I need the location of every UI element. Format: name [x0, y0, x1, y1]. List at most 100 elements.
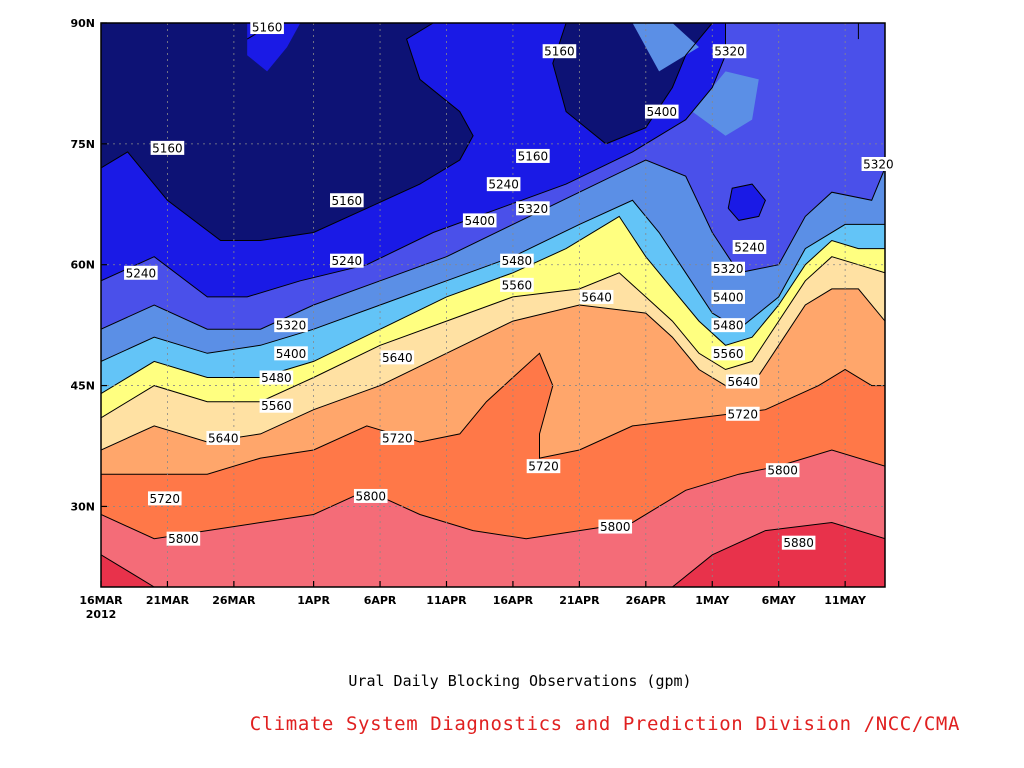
contour-label-text: 5240 — [126, 266, 157, 280]
contour-label-box — [732, 239, 767, 254]
contour-label-box — [330, 253, 364, 268]
contour-fill-layer — [101, 23, 885, 587]
band-5320-5400-north — [632, 23, 699, 72]
contour-label-text: 5240 — [488, 178, 519, 192]
contour-label: 5320 — [712, 44, 747, 59]
x-tick-label: 11APR — [426, 594, 467, 607]
contour-line-5880 — [101, 554, 155, 587]
contour-label-box — [259, 370, 294, 385]
contour-label: 5240 — [330, 253, 364, 268]
contour-label-box — [147, 491, 182, 506]
contour-label: 5400 — [644, 104, 679, 119]
contour-label-text: 5800 — [355, 489, 386, 503]
x-tick-label: 16APR — [493, 594, 534, 607]
contour-label-text: 5320 — [714, 45, 745, 59]
contour-label: 5640 — [579, 289, 614, 304]
contour-label-box — [542, 44, 577, 59]
contour-label-box — [274, 318, 308, 333]
contour-line-5640 — [101, 288, 885, 451]
band-5800-5880 — [101, 450, 885, 587]
contour-label: 5160 — [542, 44, 577, 59]
contour-label-text: 5160 — [152, 141, 183, 155]
contour-label-text: 5400 — [646, 105, 677, 119]
contour-label: 5720 — [380, 430, 415, 445]
contour-line-5720 — [101, 352, 885, 475]
contour-label-box — [781, 535, 816, 550]
contour-label-text: 5720 — [728, 407, 759, 421]
contour-line-5160 — [101, 23, 474, 241]
contour-line-5240 — [727, 183, 766, 221]
contour-label-box — [500, 253, 534, 268]
contour-line-5880 — [672, 521, 885, 587]
contour-label-box — [380, 430, 415, 445]
contour-label-text: 5320 — [276, 319, 307, 333]
x-tick-label: 21APR — [559, 594, 600, 607]
contour-label-box — [712, 44, 747, 59]
contour-line-5560 — [101, 256, 885, 419]
contour-label-text: 5480 — [713, 319, 744, 333]
contour-label: 5400 — [711, 289, 745, 304]
contour-label: 5480 — [711, 318, 745, 333]
x-tick-label: 11MAY — [824, 594, 867, 607]
contour-label-text: 5720 — [150, 492, 181, 506]
band-5160-5240-north — [247, 23, 301, 72]
contour-label-box — [726, 406, 760, 421]
contour-label-text: 5560 — [502, 278, 533, 292]
contour-label-box — [516, 148, 550, 163]
contour-label-text: 5240 — [332, 254, 363, 268]
band-5320-5400-pocket — [692, 71, 759, 136]
contour-label: 5240 — [732, 239, 767, 254]
contour-label: 5800 — [598, 519, 633, 534]
contour-label-box — [486, 177, 521, 192]
contour-line-5320 — [101, 23, 885, 330]
contour-label: 5320 — [861, 157, 896, 172]
contour-label: 5400 — [274, 346, 308, 361]
contour-label-box — [500, 277, 534, 292]
contour-label: 5320 — [711, 261, 745, 276]
contour-label-box — [711, 289, 745, 304]
contour-label-text: 5560 — [261, 399, 292, 413]
contour-label-box — [598, 519, 633, 534]
grid-lines — [101, 23, 885, 587]
contour-label-text: 5160 — [332, 194, 363, 208]
contour-label: 5800 — [166, 531, 201, 546]
contour-label-box — [644, 104, 679, 119]
contour-label: 5560 — [711, 346, 745, 361]
contour-label: 5800 — [765, 463, 800, 478]
contour-label-box — [711, 346, 745, 361]
contour-label-box — [380, 350, 415, 365]
contour-label-text: 5320 — [713, 262, 744, 276]
contour-label-text: 5880 — [783, 536, 814, 550]
contour-label: 5320 — [274, 318, 308, 333]
contour-label: 5560 — [259, 398, 294, 413]
contour-label: 5160 — [150, 140, 185, 155]
x-tick-label: 1APR — [297, 594, 330, 607]
contour-label-box — [861, 157, 896, 171]
contour-label-text: 5720 — [528, 460, 559, 474]
y-tick-label: 90N — [70, 17, 95, 30]
y-tick-label: 45N — [70, 380, 95, 393]
contour-label: 5640 — [726, 374, 760, 389]
contour-label-box — [353, 488, 388, 503]
contour-label: 5480 — [259, 370, 294, 385]
contour-label-text: 5640 — [208, 431, 239, 445]
contour-label-box — [150, 140, 185, 155]
x-tick-label: 1MAY — [695, 594, 730, 607]
x-tick-label: 26MAR — [212, 594, 256, 607]
contour-label: 5160 — [330, 193, 364, 208]
x-tick-label: 6MAY — [762, 594, 797, 607]
plot-frame — [100, 22, 886, 588]
credit-text: Climate System Diagnostics and Predictio… — [249, 713, 960, 735]
contour-label-text: 5800 — [168, 532, 199, 546]
contour-label-text: 5400 — [713, 290, 744, 304]
contour-labels: 5160 5160 5160 5160 5160 5240 5240 5240 5240 5320… — [124, 20, 896, 550]
contour-label: 5640 — [206, 430, 241, 445]
contour-label: 5240 — [486, 177, 521, 192]
contour-label: 5640 — [380, 350, 415, 365]
contour-label-box — [526, 459, 561, 474]
contour-label-box — [259, 398, 294, 413]
x-tick-label: 16MAR — [79, 594, 123, 607]
contour-label: 5160 — [516, 148, 550, 163]
